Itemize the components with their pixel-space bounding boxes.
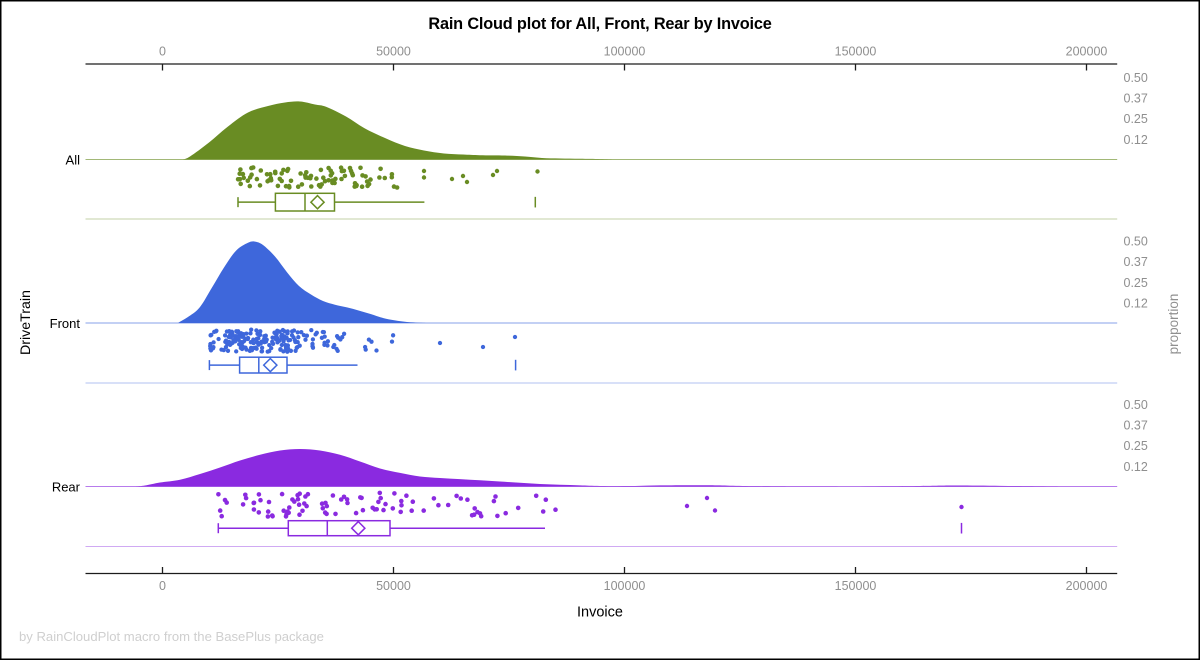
svg-text:200000: 200000 <box>1066 579 1108 593</box>
svg-text:0.25: 0.25 <box>1124 439 1148 453</box>
svg-text:All: All <box>66 153 81 168</box>
svg-text:150000: 150000 <box>835 579 877 593</box>
svg-text:0.12: 0.12 <box>1124 296 1148 310</box>
svg-text:0.25: 0.25 <box>1124 276 1148 290</box>
svg-text:200000: 200000 <box>1066 45 1108 59</box>
svg-text:by RainCloudPlot macro from th: by RainCloudPlot macro from the BasePlus… <box>19 629 324 644</box>
svg-text:Rain Cloud plot for All, Front: Rain Cloud plot for All, Front, Rear by … <box>428 15 771 33</box>
svg-text:Rear: Rear <box>52 480 81 495</box>
svg-text:DriveTrain: DriveTrain <box>18 290 34 355</box>
svg-text:0.37: 0.37 <box>1124 419 1148 433</box>
svg-text:Invoice: Invoice <box>577 605 623 621</box>
svg-text:0.50: 0.50 <box>1124 71 1148 85</box>
svg-text:50000: 50000 <box>376 579 411 593</box>
svg-text:100000: 100000 <box>604 579 646 593</box>
svg-text:0.50: 0.50 <box>1124 398 1148 412</box>
svg-text:Front: Front <box>50 316 81 331</box>
svg-text:0.37: 0.37 <box>1124 255 1148 269</box>
svg-text:50000: 50000 <box>376 45 411 59</box>
svg-text:150000: 150000 <box>835 45 877 59</box>
svg-text:0: 0 <box>159 579 166 593</box>
svg-text:0.12: 0.12 <box>1124 460 1148 474</box>
svg-text:100000: 100000 <box>604 45 646 59</box>
svg-text:0: 0 <box>159 45 166 59</box>
svg-text:0.25: 0.25 <box>1124 112 1148 126</box>
svg-text:0.50: 0.50 <box>1124 235 1148 249</box>
svg-text:0.12: 0.12 <box>1124 133 1148 147</box>
svg-text:proportion: proportion <box>1166 294 1181 355</box>
svg-text:0.37: 0.37 <box>1124 92 1148 106</box>
